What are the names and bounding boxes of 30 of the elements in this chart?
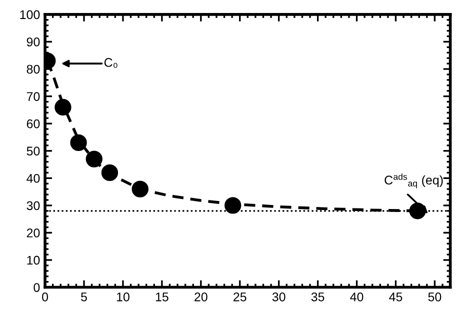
y-tick-label: 40 bbox=[26, 174, 40, 183]
y-tick-label: 0 bbox=[34, 283, 40, 292]
annotation: C₀ bbox=[104, 58, 118, 68]
point bbox=[86, 150, 102, 168]
x-tick-label: 20 bbox=[194, 292, 208, 302]
x-tick-label: 25 bbox=[234, 292, 246, 302]
x-tick-label: 10 bbox=[116, 292, 130, 302]
x-tick-label: 15 bbox=[156, 292, 168, 302]
point bbox=[101, 164, 118, 182]
y-tick-label: 20 bbox=[26, 228, 40, 238]
point bbox=[54, 98, 72, 116]
x-tick-label: 35 bbox=[311, 292, 324, 302]
x-tick-label: 5 bbox=[81, 292, 87, 302]
y-tick-label: 100 bbox=[20, 10, 40, 20]
x-tick-label: 0 bbox=[42, 292, 48, 302]
x-tick-label: 50 bbox=[428, 292, 442, 302]
y-tick-label: 80 bbox=[26, 64, 40, 74]
y-tick-label: 90 bbox=[26, 38, 40, 46]
annotation: C$^{ads}$$_{aq}$ (eq) bbox=[384, 173, 443, 188]
y-tick-label: 30 bbox=[26, 201, 40, 210]
y-tick-label: 60 bbox=[26, 119, 40, 128]
point bbox=[224, 197, 242, 214]
x-tick-label: 45 bbox=[389, 292, 402, 302]
point bbox=[132, 180, 148, 198]
x-tick-label: 30 bbox=[272, 292, 286, 302]
y-tick-label: 10 bbox=[27, 256, 40, 265]
y-tick-label: 50 bbox=[26, 146, 40, 156]
point bbox=[70, 134, 87, 152]
x-tick-label: 40 bbox=[350, 292, 364, 302]
y-tick-label: 70 bbox=[26, 92, 40, 101]
